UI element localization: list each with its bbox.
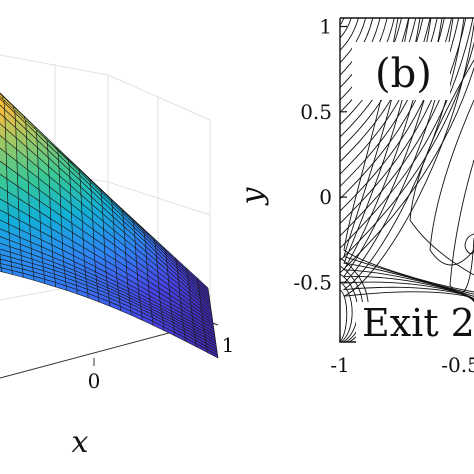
panel-label-box — [352, 42, 450, 100]
surface-patch — [196, 277, 209, 292]
contour-line — [429, 99, 474, 266]
contour-line — [409, 59, 474, 276]
y-tick-label: 0 — [319, 185, 332, 209]
x-tick-label: -1 — [330, 353, 349, 377]
surface-gridline — [0, 54, 109, 76]
contour-line — [334, 12, 338, 20]
contour-line — [340, 18, 417, 151]
y-tick-label: -0.5 — [293, 270, 332, 294]
contour-line — [340, 41, 474, 262]
surface-panel: 0 1 x — [0, 54, 235, 460]
contour-line — [340, 18, 352, 39]
x-axis-label: x — [72, 425, 89, 460]
contour-line — [343, 18, 474, 302]
contour-line — [340, 281, 353, 342]
surface-gridline — [107, 74, 211, 121]
contour-line — [464, 233, 474, 255]
contour-line — [340, 18, 424, 163]
x-tick-label-1: 1 — [222, 333, 235, 357]
x-tick-label-0: 0 — [88, 369, 101, 393]
contour-line — [340, 18, 359, 52]
exit-annotation: Exit 2 — [362, 301, 474, 345]
contour-line — [342, 18, 474, 306]
x-ticks: -1 -0.5 — [330, 335, 474, 377]
contour-line — [340, 18, 467, 237]
y-ticks: 1 0.5 0 -0.5 — [293, 15, 347, 294]
annotation-box — [356, 302, 474, 344]
contour-line — [340, 66, 474, 274]
contour-line — [343, 18, 474, 300]
y-tick-label: 0.5 — [300, 100, 332, 124]
contour-line — [340, 289, 348, 342]
panel-label: (b) — [375, 51, 432, 97]
surface-gridline — [107, 181, 211, 216]
contour-panel: 1 0.5 0 -0.5 -1 -0.5 (b) Exit 2 y — [235, 12, 474, 377]
y-tick-label: 1 — [319, 15, 332, 39]
contour-line — [342, 18, 474, 304]
surface-mesh — [0, 92, 219, 359]
surface-patch — [0, 93, 4, 100]
contour-line — [449, 159, 474, 294]
x-tick-label: -0.5 — [441, 353, 474, 377]
contour-line — [343, 18, 474, 297]
contour-line — [343, 21, 474, 308]
y-axis-label: y — [235, 186, 270, 206]
